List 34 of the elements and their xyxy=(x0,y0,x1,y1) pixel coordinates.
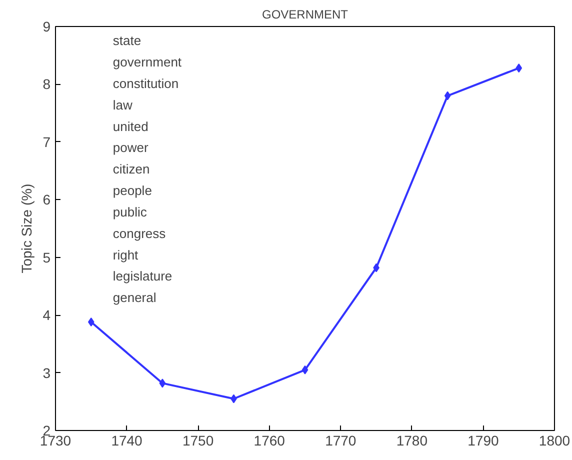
y-tick-label: 8 xyxy=(42,76,51,92)
x-tick-label: 1800 xyxy=(538,432,570,448)
y-tick-label: 4 xyxy=(42,307,51,324)
chart-title: GOVERNMENT xyxy=(262,8,349,22)
annotation: citizen xyxy=(112,162,150,177)
y-axis-title: Topic Size (%) xyxy=(18,184,35,274)
x-tick-label: 1740 xyxy=(111,432,143,448)
x-tick-label: 1780 xyxy=(396,432,428,448)
y-tick-label: 5 xyxy=(42,249,51,266)
annotation: right xyxy=(112,247,139,262)
annotation: state xyxy=(112,33,142,48)
y-tick-label: 9 xyxy=(42,18,51,34)
x-tick-label: 1750 xyxy=(182,432,214,448)
point xyxy=(159,378,166,388)
y-tick-label: 3 xyxy=(42,364,51,381)
point xyxy=(516,64,522,73)
annotation: government xyxy=(112,54,182,70)
x-tick-label: 1760 xyxy=(254,432,286,448)
annotation: united xyxy=(112,118,148,134)
annotation: legislature xyxy=(112,268,172,284)
point xyxy=(88,317,94,326)
y-tick-label: 7 xyxy=(42,134,51,150)
annotation: power xyxy=(112,140,149,156)
y-tick-label: 6 xyxy=(42,192,51,208)
annotation: public xyxy=(112,204,148,220)
annotation: law xyxy=(112,97,134,112)
annotation: congress xyxy=(112,226,166,241)
point xyxy=(444,91,451,100)
x-tick-label: 1770 xyxy=(325,432,356,448)
x-tick-label: 1790 xyxy=(468,432,499,448)
annotation: constitution xyxy=(112,76,179,91)
point xyxy=(302,365,308,374)
annotation: people xyxy=(112,183,152,198)
annotation: general xyxy=(112,290,156,306)
